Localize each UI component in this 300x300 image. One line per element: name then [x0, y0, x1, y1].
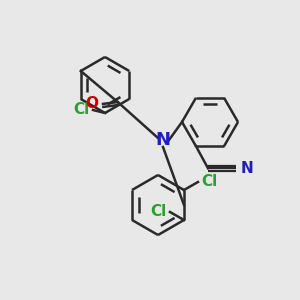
Text: Cl: Cl — [151, 203, 167, 218]
Text: Cl: Cl — [201, 173, 217, 188]
Text: Cl: Cl — [74, 101, 90, 116]
Text: N: N — [155, 131, 170, 149]
Text: O: O — [85, 95, 98, 111]
Text: N: N — [241, 161, 254, 176]
